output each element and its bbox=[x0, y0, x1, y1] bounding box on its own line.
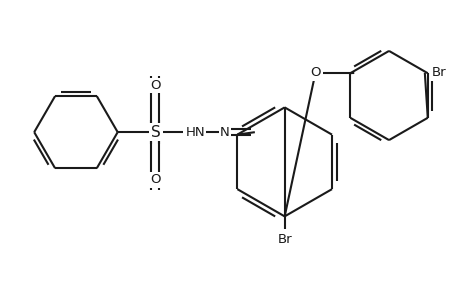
Text: S: S bbox=[150, 125, 160, 140]
Text: HN: HN bbox=[185, 126, 205, 139]
Text: O: O bbox=[309, 66, 320, 79]
Text: O: O bbox=[150, 79, 160, 92]
Text: N: N bbox=[220, 126, 230, 139]
Text: O: O bbox=[150, 173, 160, 186]
Text: Br: Br bbox=[431, 66, 445, 79]
Text: Br: Br bbox=[277, 233, 291, 246]
